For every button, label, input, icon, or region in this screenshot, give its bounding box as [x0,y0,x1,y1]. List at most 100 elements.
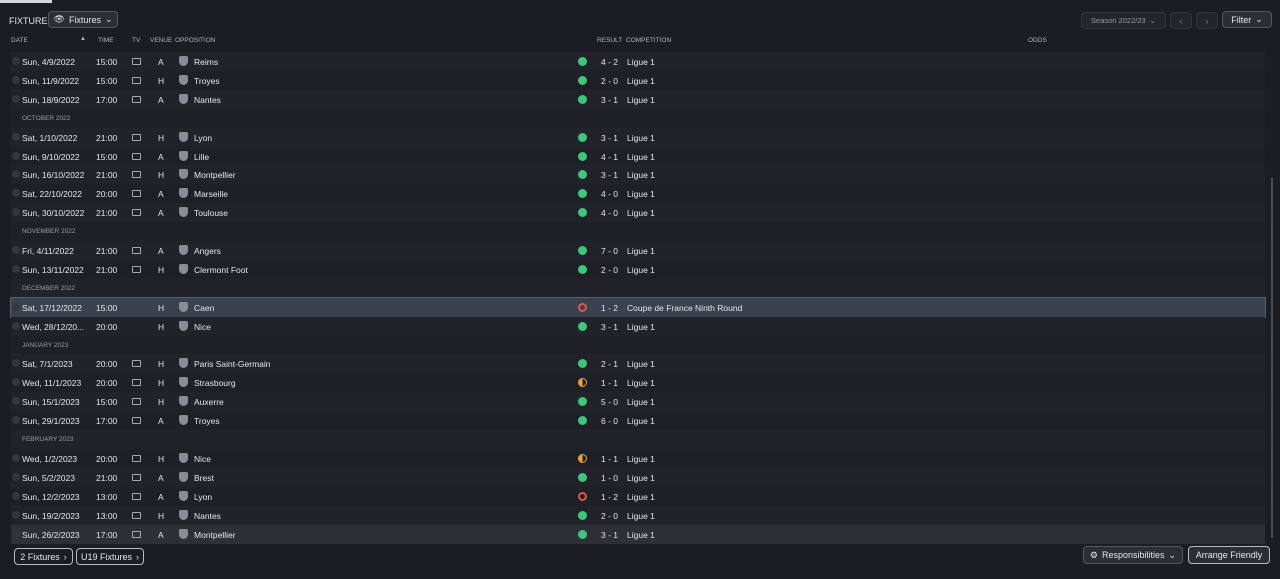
result[interactable]: 2 - 0 [601,510,619,521]
competition[interactable]: Ligue 1 [627,491,655,502]
fixture-row[interactable]: Sat, 17/12/2022 15:00 H Caen 1 - 2 Coupe de F… [10,296,1266,318]
competition[interactable]: Ligue 1 [627,75,655,86]
fixture-row[interactable]: Sun, 5/2/2023 21:00 A Brest 1 - 0 Ligue 1 [11,467,1265,487]
result[interactable]: 3 - 1 [601,170,619,181]
footer-button[interactable]: U19 Fixtures › [76,548,144,565]
column-header[interactable]: OPPOSITION [175,37,216,44]
filter-button[interactable]: Filter ⌄ [1222,11,1272,28]
opposition[interactable]: Montpellier [194,170,236,181]
opposition[interactable]: Nantes [194,94,221,105]
opposition[interactable]: Paris Saint-Germain [194,359,271,370]
fixture-row[interactable]: Wed, 11/1/2023 20:00 H Strasbourg 1 - 1 Ligue… [11,373,1265,393]
result[interactable]: 7 - 0 [601,246,619,256]
result[interactable]: 1 - 2 [601,302,619,313]
opposition[interactable]: Reims [194,57,219,67]
fixture-row[interactable]: Sat, 1/10/2022 21:00 H Lyon 3 - 1 Ligue 1 [11,127,1265,147]
opposition[interactable]: Angers [194,246,221,256]
column-header[interactable]: RESULT [597,37,623,44]
fixture-row[interactable]: Sat, 7/1/2023 20:00 H Paris Saint-Germain 2 … [11,354,1265,374]
season-select[interactable]: Season 2022/23 ⌄ [1081,12,1166,29]
result[interactable]: 4 - 1 [601,151,619,162]
competition[interactable]: Ligue 1 [627,529,655,540]
competition[interactable]: Ligue 1 [627,208,655,219]
opposition[interactable]: Lyon [194,491,213,502]
fixture-row[interactable]: Sun, 4/9/2022 15:00 A Reims 4 - 2 Ligue 1 [11,52,1265,71]
fixture-row[interactable]: Sun, 26/2/2023 17:00 A Montpellier 3 - 1 Ligu… [11,524,1265,544]
competition[interactable]: Ligue 1 [627,57,655,67]
competition[interactable]: Ligue 1 [627,472,655,483]
competition[interactable]: Ligue 1 [627,359,655,370]
fixture-row[interactable]: Sun, 9/10/2022 15:00 A Lille 4 - 1 Ligue 1 [11,146,1265,166]
opposition[interactable]: Montpellier [194,529,236,540]
competition[interactable]: Ligue 1 [627,170,655,181]
column-header[interactable]: DATE [11,37,28,44]
result[interactable]: 1 - 0 [601,472,619,483]
footer-button[interactable]: 2 Fixtures › [14,548,73,565]
competition[interactable]: Ligue 1 [627,453,655,464]
opposition[interactable]: Nice [194,321,212,332]
competition[interactable]: Ligue 1 [627,189,655,200]
competition[interactable]: Ligue 1 [627,378,655,389]
fixture-row[interactable]: Sun, 30/10/2022 21:00 A Toulouse 4 - 0 Ligue … [11,203,1265,223]
fixture-row[interactable]: Sun, 11/9/2022 15:00 H Troyes 2 - 0 Ligue 1 [11,70,1265,90]
result[interactable]: 3 - 1 [601,321,619,332]
opposition[interactable]: Nantes [194,510,221,521]
fixture-row[interactable]: Wed, 28/12/20... 20:00 H Nice 3 - 1 Ligue 1 [11,316,1265,336]
opposition[interactable]: Marseille [194,189,229,200]
competition[interactable]: Coupe de France Ninth Round [627,302,743,313]
fixture-row[interactable]: Sun, 18/9/2022 17:00 A Nantes 3 - 1 Ligue 1 [11,89,1265,109]
opposition[interactable]: Lyon [194,132,213,143]
competition[interactable]: Ligue 1 [627,321,655,332]
opposition[interactable]: Troyes [194,416,220,427]
opposition[interactable]: Caen [194,302,215,313]
fixture-row[interactable]: Sun, 12/2/2023 13:00 A Lyon 1 - 2 Ligue 1 [11,486,1265,506]
result[interactable]: 1 - 1 [601,453,619,464]
result[interactable]: 1 - 1 [601,378,619,389]
column-header[interactable]: ODDS [1028,37,1047,44]
responsibilities-button[interactable]: ⚙ Responsibilities ⌄ [1083,546,1183,564]
competition[interactable]: Ligue 1 [627,94,655,105]
result[interactable]: 4 - 0 [601,189,619,200]
fixture-row[interactable]: Sun, 19/2/2023 13:00 H Nantes 2 - 0 Ligue 1 [11,505,1265,525]
result[interactable]: 2 - 0 [601,264,619,275]
result[interactable]: 5 - 0 [601,397,619,408]
view-button[interactable]: 👁 Fixtures ⌄ [48,11,118,28]
column-header[interactable]: VENUE [150,37,173,44]
fixture-row[interactable]: Sun, 16/10/2022 21:00 H Montpellier 3 - 1 Lig… [11,165,1265,185]
result[interactable]: 4 - 2 [601,57,619,67]
opposition[interactable]: Toulouse [194,208,229,219]
competition[interactable]: Ligue 1 [627,246,655,256]
competition[interactable]: Ligue 1 [627,397,655,408]
competition[interactable]: Ligue 1 [627,151,655,162]
fixture-row[interactable]: Sun, 29/1/2023 17:00 A Troyes 6 - 0 Ligue 1 [11,411,1265,431]
competition[interactable]: Ligue 1 [627,132,655,143]
fixture-row[interactable]: Sun, 13/11/2022 21:00 H Clermont Foot 2 - 0 L… [11,259,1265,279]
opposition[interactable]: Lille [194,151,210,162]
result[interactable]: 6 - 0 [601,416,619,427]
column-header[interactable]: TV [132,37,141,44]
next-button[interactable]: › [1196,12,1218,29]
competition[interactable]: Ligue 1 [627,510,655,521]
competition[interactable]: Ligue 1 [627,416,655,427]
result[interactable]: 2 - 1 [601,359,619,370]
result[interactable]: 3 - 1 [601,132,619,143]
fixture-row[interactable]: Fri, 4/11/2022 21:00 A Angers 7 - 0 Ligue 1 [11,241,1265,260]
fixture-row[interactable]: Sat, 22/10/2022 20:00 A Marseille 4 - 0 Ligue… [11,184,1265,204]
opposition[interactable]: Troyes [194,75,220,86]
fixture-row[interactable]: Sun, 15/1/2023 15:00 H Auxerre 5 - 0 Ligue 1 [11,392,1265,412]
arrange-friendly-button[interactable]: Arrange Friendly [1188,546,1270,564]
result[interactable]: 4 - 0 [601,208,619,219]
opposition[interactable]: Auxerre [194,397,224,408]
column-header[interactable]: COMPETITION [626,37,672,44]
result[interactable]: 3 - 1 [601,529,619,540]
competition[interactable]: Ligue 1 [627,264,655,275]
opposition[interactable]: Brest [194,472,214,483]
result[interactable]: 1 - 2 [601,491,619,502]
opposition[interactable]: Nice [194,453,212,464]
column-header[interactable]: TIME [98,37,114,44]
fixture-row[interactable]: Wed, 1/2/2023 20:00 H Nice 1 - 1 Ligue 1 [11,448,1265,468]
result[interactable]: 3 - 1 [601,94,619,105]
result[interactable]: 2 - 0 [601,75,619,86]
prev-button[interactable]: ‹ [1170,12,1192,29]
opposition[interactable]: Clermont Foot [194,264,248,275]
